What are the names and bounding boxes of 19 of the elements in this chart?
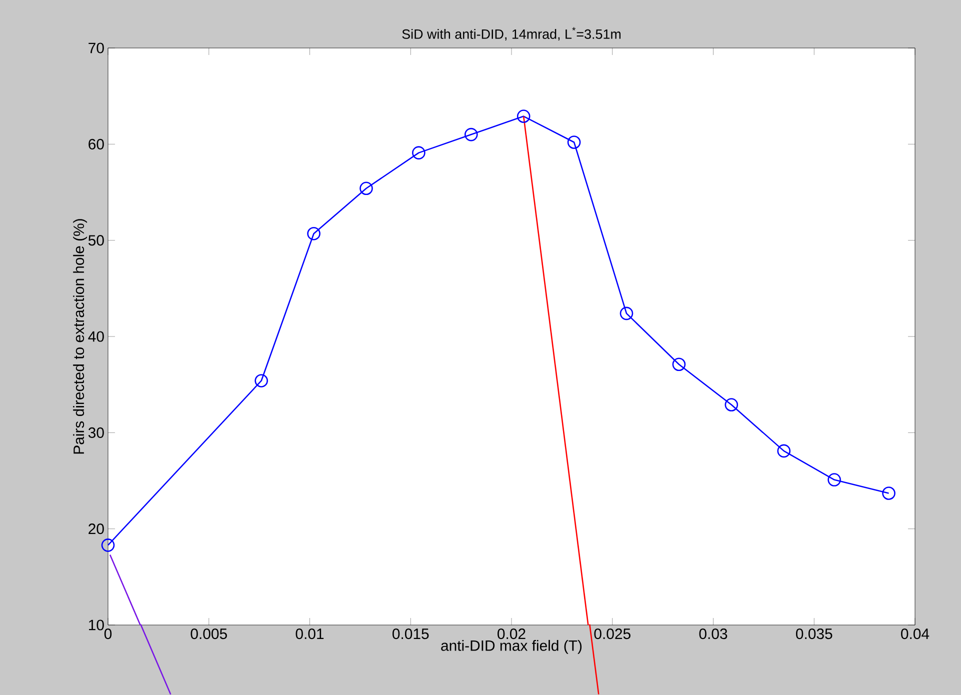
x-tick-label: 0.01	[296, 628, 324, 640]
x-tick-label: 0.025	[594, 628, 630, 640]
x-tick-label: 0.035	[796, 628, 832, 640]
y-tick-label: 60	[88, 138, 104, 150]
x-tick-label: 0.015	[392, 628, 429, 640]
x-axis-title: anti-DID max field (T)	[441, 640, 582, 654]
x-tick-label: 0.02	[498, 628, 526, 640]
chart-title: SiD with anti-DID, 14mrad, L$^{*}$=3.51m	[402, 27, 621, 40]
y-tick-label: 40	[88, 331, 104, 342]
x-tick-label: 0.04	[901, 628, 930, 640]
y-tick-label: 10	[89, 620, 104, 630]
x-tick-label: 0.03	[699, 628, 728, 640]
x-tick-label: 0.005	[190, 628, 227, 640]
y-tick-label: 30	[88, 427, 104, 438]
y-tick-label: 50	[88, 235, 104, 246]
x-tick-label: 0	[104, 628, 112, 640]
y-axis-title: Pairs directed to extraction hole (%)	[73, 219, 88, 454]
y-tick-label: 70	[88, 42, 104, 54]
y-tick-label: 20	[88, 524, 104, 534]
